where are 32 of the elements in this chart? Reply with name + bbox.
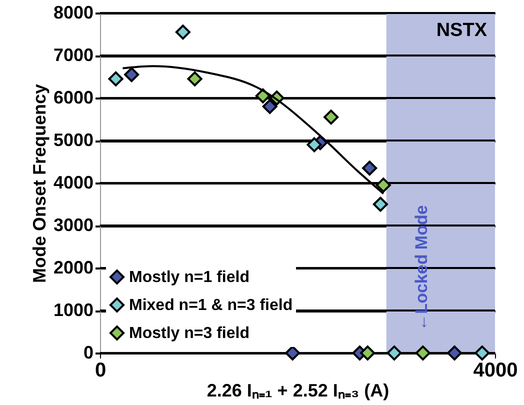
point [386, 345, 402, 361]
y-tick-label: 0 [83, 342, 94, 362]
point [446, 345, 462, 361]
point [415, 345, 430, 361]
annotation: NSTX [436, 20, 488, 41]
point [306, 137, 322, 152]
point [187, 71, 202, 86]
y-tick-label: 5000 [53, 130, 94, 150]
point [474, 345, 490, 361]
point [372, 196, 388, 212]
x-axis-title: 2.26 Iₙ₌₁ + 2.52 Iₙ₌₃ (A) [206, 380, 390, 400]
point [376, 178, 391, 193]
point [124, 67, 140, 82]
y-tick-label: 7000 [53, 45, 94, 65]
y-tick-label: 1000 [53, 300, 94, 320]
legend-label: Mostly n=3 field [129, 325, 250, 342]
annotation: ←Locked Mode [412, 205, 431, 331]
y-axis-title: Mode Onset Frequency [29, 84, 50, 284]
legend-label: Mixed n=1 & n=3 field [129, 297, 293, 314]
y-tick-label: 3000 [53, 215, 94, 235]
y-tick-label: 2000 [53, 258, 94, 278]
point [108, 71, 124, 86]
point [285, 345, 300, 361]
y-tick-label: 8000 [53, 2, 94, 22]
point [175, 24, 190, 40]
point [324, 110, 339, 125]
y-tick-label: 6000 [53, 88, 94, 108]
point [262, 98, 278, 114]
legend-label: Mostly n=1 field [129, 269, 250, 286]
y-tick-label: 4000 [53, 172, 94, 192]
point [360, 345, 376, 361]
point [362, 160, 378, 176]
